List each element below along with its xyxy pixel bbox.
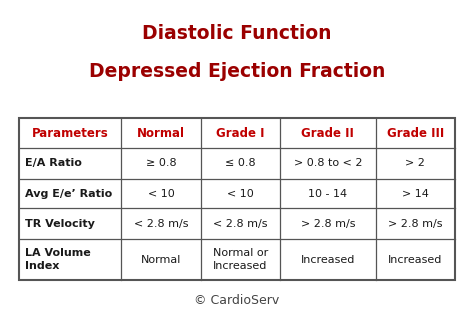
Text: TR Velocity: TR Velocity bbox=[25, 219, 95, 229]
Text: Parameters: Parameters bbox=[32, 127, 109, 140]
Text: < 10: < 10 bbox=[147, 189, 174, 198]
Text: Grade I: Grade I bbox=[216, 127, 264, 140]
Text: Increased: Increased bbox=[301, 254, 355, 264]
Text: > 14: > 14 bbox=[402, 189, 428, 198]
Text: Depressed Ejection Fraction: Depressed Ejection Fraction bbox=[89, 62, 385, 81]
Text: > 0.8 to < 2: > 0.8 to < 2 bbox=[293, 158, 362, 168]
Text: Diastolic Function: Diastolic Function bbox=[142, 24, 332, 43]
Text: Grade III: Grade III bbox=[387, 127, 444, 140]
Text: Increased: Increased bbox=[388, 254, 443, 264]
Text: < 10: < 10 bbox=[227, 189, 254, 198]
Text: ≤ 0.8: ≤ 0.8 bbox=[225, 158, 255, 168]
Text: < 2.8 m/s: < 2.8 m/s bbox=[134, 219, 188, 229]
Text: LA Volume
Index: LA Volume Index bbox=[25, 248, 91, 271]
Text: > 2.8 m/s: > 2.8 m/s bbox=[388, 219, 443, 229]
Text: < 2.8 m/s: < 2.8 m/s bbox=[213, 219, 268, 229]
Text: Grade II: Grade II bbox=[301, 127, 354, 140]
Text: E/A Ratio: E/A Ratio bbox=[25, 158, 82, 168]
Text: ≥ 0.8: ≥ 0.8 bbox=[146, 158, 176, 168]
Text: 10 - 14: 10 - 14 bbox=[308, 189, 347, 198]
Bar bbox=[19, 118, 455, 280]
Text: Normal: Normal bbox=[141, 254, 181, 264]
Text: © CardioServ: © CardioServ bbox=[194, 294, 280, 307]
Text: Normal or
Increased: Normal or Increased bbox=[213, 248, 268, 271]
Text: Avg E/e’ Ratio: Avg E/e’ Ratio bbox=[25, 189, 112, 198]
Text: > 2: > 2 bbox=[405, 158, 425, 168]
Text: Normal: Normal bbox=[137, 127, 185, 140]
Text: > 2.8 m/s: > 2.8 m/s bbox=[301, 219, 355, 229]
